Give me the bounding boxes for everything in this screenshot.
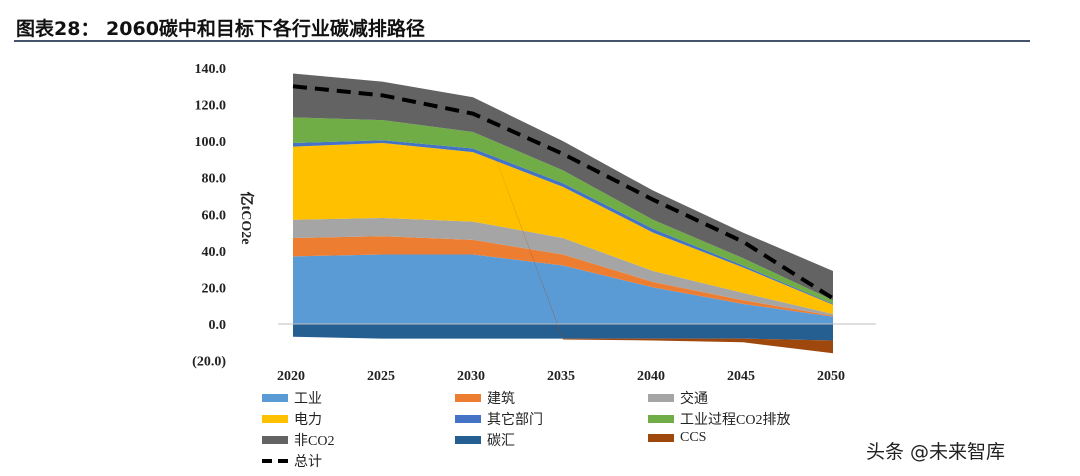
y-tick-label: 20.0 [202, 281, 227, 296]
y-tick-label: 100.0 [195, 135, 227, 150]
legend-label: 工业过程CO2排放 [680, 413, 791, 428]
y-tick-label: 80.0 [202, 172, 227, 187]
x-tick-label: 2045 [727, 369, 755, 384]
legend-item: 电力 [262, 409, 322, 429]
watermark: 头条 @未来智库 [866, 441, 1006, 463]
legend-label: 非CO2 [294, 434, 335, 449]
y-tick-label: 140.0 [195, 62, 227, 77]
figure-title: 图表28： 2060碳中和目标下各行业碳减排路径 [16, 18, 425, 40]
legend-label: 碳汇 [487, 434, 515, 449]
legend-item: 建筑 [455, 388, 515, 408]
legend-label: 建筑 [487, 392, 515, 407]
legend-label: 工业 [294, 392, 322, 407]
legend-item: 交通 [648, 388, 708, 408]
legend-label: 其它部门 [487, 413, 543, 428]
area-series-3 [293, 142, 833, 314]
area-series-1 [293, 236, 833, 317]
x-tick-label: 2020 [277, 369, 305, 384]
legend-item: 非CO2 [262, 430, 334, 450]
y-tick-label: (20.0) [192, 355, 226, 370]
legend-swatch [648, 415, 674, 423]
y-tick-label: 120.0 [195, 99, 227, 114]
area-series-6 [293, 73, 833, 301]
x-tick-label: 2025 [367, 369, 395, 384]
y-tick-label: 40.0 [202, 245, 227, 260]
legend-label: CCS [680, 430, 707, 445]
legend-swatch [262, 436, 288, 444]
x-tick-label: 2050 [817, 369, 845, 384]
legend-swatch [262, 459, 288, 463]
legend-item: 总计 [262, 451, 322, 471]
x-tick-label: 2035 [547, 369, 575, 384]
area-series-7 [293, 324, 833, 341]
y-axis-label: 亿tCO2e [238, 192, 255, 245]
y-tick-label: 0.0 [209, 318, 227, 333]
x-tick-label: 2030 [457, 369, 485, 384]
legend-swatch [455, 436, 481, 444]
legend-swatch [648, 434, 674, 442]
total-line [292, 84, 835, 301]
legend-swatch [262, 415, 288, 423]
legend-swatch [648, 394, 674, 402]
legend-label: 交通 [680, 392, 708, 407]
legend-item: 碳汇 [455, 430, 515, 450]
legend-swatch [455, 415, 481, 423]
area-series-2 [293, 217, 833, 316]
x-tick-label: 2040 [637, 369, 665, 384]
y-tick-label: 60.0 [202, 208, 227, 223]
legend-swatch [455, 394, 481, 402]
legend-item: 其它部门 [455, 409, 543, 429]
legend-item: 工业过程CO2排放 [648, 409, 790, 429]
legend-label: 电力 [294, 413, 322, 428]
title-rule [14, 40, 1030, 42]
legend-item: 工业 [262, 388, 322, 408]
area-series-0 [293, 254, 833, 324]
legend-swatch [262, 394, 288, 402]
legend-item: CCS [648, 430, 706, 446]
legend-label: 总计 [294, 455, 322, 470]
area-series-5 [293, 117, 833, 304]
